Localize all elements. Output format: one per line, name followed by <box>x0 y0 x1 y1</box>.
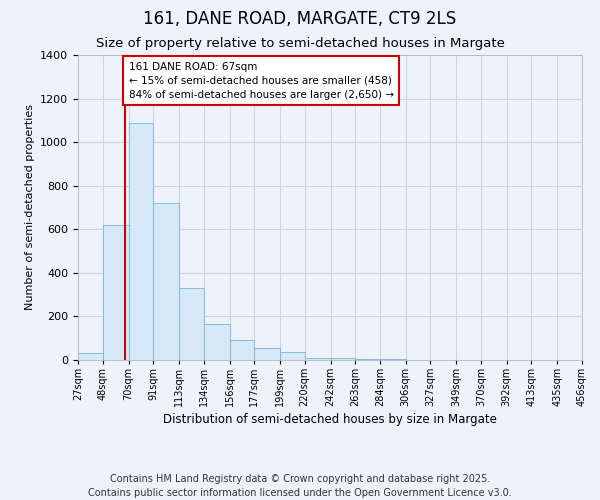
Bar <box>78 354 103 360</box>
Text: 161 DANE ROAD: 67sqm
← 15% of semi-detached houses are smaller (458)
84% of semi: 161 DANE ROAD: 67sqm ← 15% of semi-detac… <box>128 62 394 100</box>
Text: Size of property relative to semi-detached houses in Margate: Size of property relative to semi-detach… <box>95 38 505 51</box>
Bar <box>103 225 128 360</box>
Bar <box>128 122 153 360</box>
Bar <box>280 352 305 360</box>
Bar <box>355 359 380 360</box>
Bar <box>331 358 355 360</box>
Bar <box>153 203 179 360</box>
Y-axis label: Number of semi-detached properties: Number of semi-detached properties <box>25 104 35 310</box>
Text: 161, DANE ROAD, MARGATE, CT9 2LS: 161, DANE ROAD, MARGATE, CT9 2LS <box>143 10 457 28</box>
Bar <box>204 324 230 360</box>
Bar <box>179 288 204 360</box>
Bar <box>254 348 280 360</box>
Text: Contains HM Land Registry data © Crown copyright and database right 2025.
Contai: Contains HM Land Registry data © Crown c… <box>88 474 512 498</box>
Bar <box>305 358 331 360</box>
Bar <box>230 340 254 360</box>
X-axis label: Distribution of semi-detached houses by size in Margate: Distribution of semi-detached houses by … <box>163 414 497 426</box>
